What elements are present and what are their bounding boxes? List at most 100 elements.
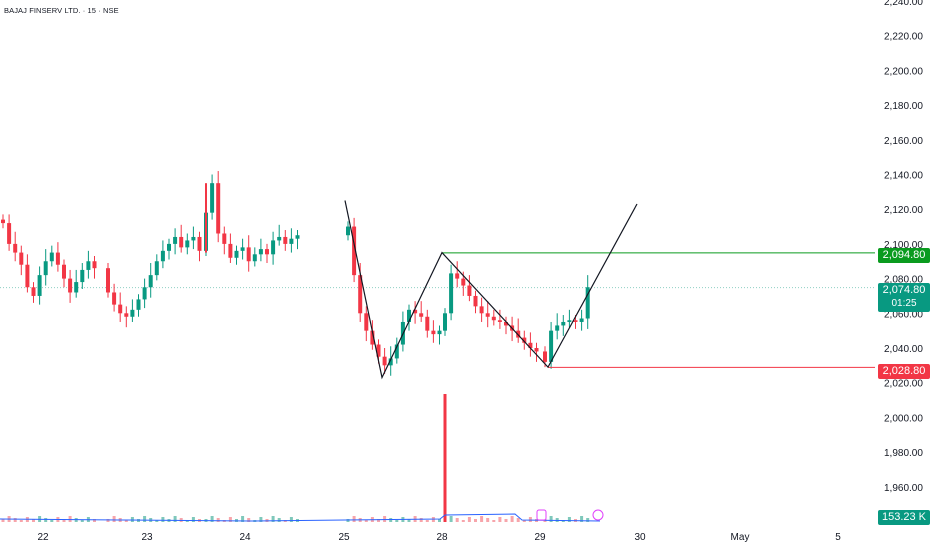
volume-bar (395, 520, 399, 522)
volume-ma-line (0, 513, 601, 522)
volume-bar (80, 520, 84, 522)
volume-bar (455, 518, 459, 522)
candle-body (382, 356, 387, 366)
candle-body (19, 252, 24, 265)
volume-bar (425, 520, 429, 522)
candle-body (579, 318, 584, 322)
volume-bar (155, 520, 159, 522)
candle-body (467, 285, 472, 296)
dividend-marker-icon[interactable] (592, 509, 604, 521)
price-tick-label: 2,240.00 (884, 0, 923, 8)
volume-bar (522, 520, 526, 522)
symbol-title[interactable]: BAJAJ FINSERV LTD. · 15 · NSE (4, 6, 119, 15)
support-value: 2,028.80 (882, 365, 926, 377)
price-tick-label: 2,080.00 (884, 275, 923, 286)
candle-body (173, 236, 178, 244)
candle-body (352, 226, 357, 276)
price-tick-label: 2,220.00 (884, 32, 923, 43)
volume-bar (228, 517, 232, 522)
candle-body (419, 313, 424, 317)
candle-body (479, 306, 484, 314)
candle-body (62, 264, 66, 279)
volume-bar (106, 519, 110, 522)
candle-body (534, 348, 539, 352)
volume-bar (241, 516, 245, 522)
volume-bar (13, 518, 17, 522)
time-tick-label: 24 (239, 532, 251, 543)
volume-bar (580, 516, 584, 522)
candle-body (265, 249, 269, 255)
candlestick-series (1, 171, 590, 376)
volume-bar (364, 520, 368, 522)
volume-bar (62, 519, 66, 522)
candle-body (74, 282, 79, 293)
price-tick-label: 2,000.00 (884, 413, 923, 424)
candle-body (376, 344, 381, 357)
level-lines[interactable] (442, 252, 875, 368)
volume-bar (1, 519, 5, 522)
price-tick-label: 2,180.00 (884, 101, 923, 112)
candle-body (240, 247, 245, 251)
candle-body (25, 264, 30, 288)
candle-body (112, 292, 117, 305)
volume-bar (383, 516, 387, 522)
candle-body (425, 316, 430, 331)
candle-body (197, 236, 202, 251)
candle-body (7, 223, 12, 244)
candle-body (43, 261, 48, 276)
volume-value-label: 153.23 K (878, 510, 930, 525)
time-tick-label: 29 (534, 532, 546, 543)
candle-body (437, 330, 442, 335)
volume-bar (271, 516, 275, 522)
candle-body (49, 252, 54, 262)
volume-bar (474, 519, 477, 522)
candle-body (271, 240, 276, 255)
volume-bar (93, 519, 96, 522)
candle-body (277, 236, 282, 241)
price-tick-label: 2,140.00 (884, 171, 923, 182)
volume-bar (443, 394, 447, 522)
volume-bar (528, 517, 532, 522)
last-price-label: 2,074.80 01:25 (878, 283, 930, 312)
volume-bar (216, 518, 220, 522)
candle-body (491, 316, 496, 321)
volume-bar (419, 518, 423, 522)
volume-bar (191, 517, 195, 522)
candle-body (567, 320, 572, 322)
last-price-value: 2,074.80 (882, 284, 926, 296)
price-tick-label: 1,980.00 (884, 448, 923, 459)
volume-bar (130, 517, 134, 522)
candle-body (106, 268, 110, 293)
candle-body (485, 313, 490, 317)
volume-bar (586, 518, 590, 522)
time-tick-label: 25 (338, 532, 350, 543)
candle-body (431, 330, 436, 335)
volume-bar (549, 516, 553, 522)
volume-bar (161, 517, 165, 522)
volume-bar (124, 520, 128, 522)
candle-body (167, 243, 171, 251)
zigzag-pattern-line[interactable] (344, 200, 638, 380)
candle-body (210, 183, 215, 213)
time-axis[interactable]: 22 23 24 25 28 29 30 May 5 (37, 532, 841, 543)
chart-markers[interactable] (536, 509, 604, 521)
candle-body (216, 183, 221, 234)
price-tick-label: 2,020.00 (884, 379, 923, 390)
volume-bar (461, 520, 465, 522)
candle-body (179, 236, 184, 248)
time-tick-label: 5 (835, 532, 841, 543)
trend-pattern-drawing[interactable] (344, 200, 638, 380)
candle-body (528, 342, 533, 348)
candle-body (228, 243, 233, 258)
volume-bar (259, 517, 263, 522)
volume-bar (498, 517, 502, 522)
volume-bar (112, 516, 116, 522)
earnings-marker-icon[interactable] (536, 509, 547, 521)
candle-body (394, 344, 399, 359)
candle-body (413, 309, 418, 314)
candle-body (68, 278, 73, 293)
price-axis[interactable]: 2,240.00 2,220.00 2,200.00 2,180.00 2,160.00… (884, 0, 923, 494)
volume-bar (449, 516, 453, 522)
candle-body (283, 236, 288, 244)
